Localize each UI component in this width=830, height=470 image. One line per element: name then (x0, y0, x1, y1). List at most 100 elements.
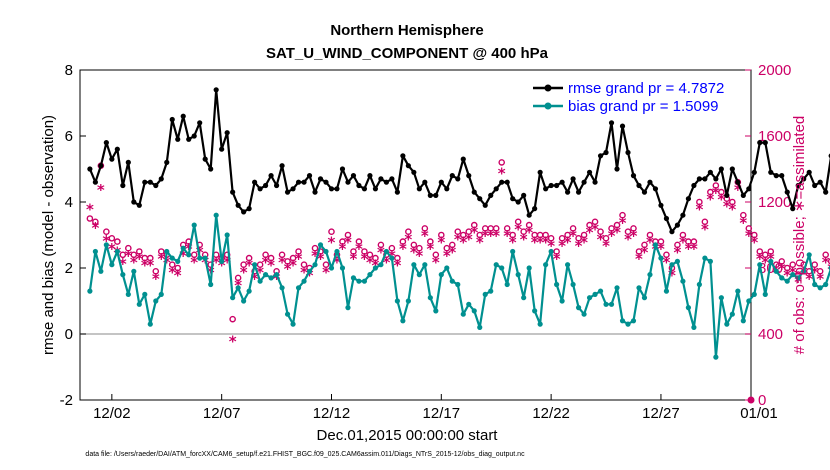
bias-point (125, 291, 131, 297)
bias-point (268, 275, 274, 281)
obs-possible-marker (520, 228, 527, 235)
obs-possible-marker (328, 228, 335, 235)
obs-assimilated-marker: * (822, 253, 830, 271)
bias-point (235, 285, 241, 291)
obs-assimilated-marker: * (756, 250, 764, 268)
rmse-point (696, 176, 702, 182)
obs-assimilated-marker: * (701, 220, 709, 238)
rmse-point (521, 192, 527, 198)
obs-possible-marker (278, 251, 286, 259)
legend-rmse-label: rmse grand pr = 4.7872 (568, 80, 724, 97)
rmse-point (367, 173, 373, 179)
obs-possible-marker (284, 258, 291, 265)
rmse-point (224, 130, 230, 136)
obs-assimilated-marker: * (575, 237, 583, 255)
obs-possible-marker (492, 225, 500, 232)
rmse-point (279, 163, 285, 169)
bias-point (603, 301, 609, 307)
obs-assimilated-series: ****************************************… (86, 164, 830, 350)
obs-possible-marker (136, 248, 143, 255)
obs-assimilated-marker: * (295, 250, 303, 268)
obs-assimilated-marker: * (728, 201, 736, 219)
obs-assimilated-marker: * (476, 234, 484, 252)
bias-series (87, 212, 830, 360)
obs-possible-marker (569, 225, 577, 232)
bias-point (575, 305, 582, 311)
obs-possible-marker (234, 274, 242, 282)
obs-assimilated-marker: * (514, 220, 522, 238)
obs-assimilated-marker: * (218, 257, 226, 275)
obs-possible-marker (146, 254, 154, 262)
obs-assimilated-marker: * (663, 253, 671, 271)
right-y-axis-label: # of obs: o=possible; ∗=assimilated (791, 116, 808, 355)
obs-possible-marker (470, 221, 478, 229)
bias-point (663, 288, 670, 294)
obs-assimilated-marker: * (641, 244, 649, 262)
rmse-point (724, 192, 730, 198)
bias-point (416, 272, 422, 278)
x-tick-label: 12/27 (642, 405, 680, 422)
legend: rmse grand pr = 4.7872 bias grand pr = 1… (533, 80, 724, 115)
obs-possible-marker (761, 251, 769, 259)
obs-assimilated-marker: * (421, 227, 429, 245)
bias-point (477, 324, 483, 330)
left-tick-label: -2 (60, 392, 73, 409)
rmse-point (383, 179, 389, 185)
bias-point (345, 305, 351, 311)
data-file-footnote: data file: /Users/raeder/DAI/ATM_forcXX/… (85, 451, 525, 458)
bias-point (488, 288, 494, 294)
obs-possible-marker (344, 231, 352, 239)
obs-assimilated-marker: * (141, 257, 149, 275)
obs-possible-marker (410, 241, 418, 249)
obs-assimilated-marker: * (130, 253, 138, 271)
bias-point (592, 291, 598, 297)
rmse-point (186, 136, 192, 142)
obs-assimilated-marker: * (437, 234, 445, 252)
obs-assimilated-marker: * (794, 273, 802, 291)
bias-point (191, 222, 197, 228)
obs-assimilated-marker: * (646, 234, 654, 252)
rmse-point (658, 202, 664, 208)
obs-assimilated-marker: * (569, 227, 577, 245)
rmse-point (592, 179, 598, 185)
rmse-point (87, 166, 93, 172)
rmse-point (543, 186, 549, 192)
bias-point (306, 268, 313, 274)
legend-rmse-marker (544, 84, 552, 92)
rmse-point (136, 202, 142, 208)
rmse-point (339, 166, 346, 172)
obs-possible-marker (674, 241, 681, 249)
obs-possible-marker (789, 261, 797, 269)
obs-possible-marker (300, 261, 308, 269)
obs-assimilated-marker: * (536, 234, 544, 252)
bias-point (543, 262, 549, 268)
bias-point (301, 278, 307, 284)
legend-bias-marker (544, 102, 552, 110)
obs-assimilated-marker: * (91, 219, 99, 237)
obs-possible-marker (361, 248, 368, 255)
obs-assimilated-marker: * (256, 263, 264, 281)
bias-point (328, 265, 335, 271)
bias-point (746, 298, 752, 304)
obs-assimilated-marker: * (157, 250, 165, 268)
obs-assimilated-marker: * (503, 227, 511, 245)
obs-possible-marker (663, 251, 670, 259)
rmse-point (784, 189, 790, 195)
rmse-point (575, 189, 582, 195)
rmse-point (740, 192, 746, 198)
obs-possible-marker (553, 248, 560, 255)
obs-assimilated-marker: * (135, 250, 143, 268)
obs-assimilated-marker: * (783, 267, 791, 285)
rmse-point (444, 186, 450, 192)
bias-point (740, 318, 746, 324)
obs-assimilated-marker: * (240, 263, 248, 281)
rmse-point (131, 199, 137, 205)
rmse-point (142, 179, 148, 185)
rmse-point (746, 186, 752, 192)
rmse-point (471, 189, 477, 195)
bias-point (109, 262, 115, 268)
obs-assimilated-marker: * (102, 232, 110, 250)
rmse-point (328, 186, 335, 192)
bias-point (142, 291, 148, 297)
legend-bias-label: bias grand pr = 1.5099 (568, 98, 719, 115)
